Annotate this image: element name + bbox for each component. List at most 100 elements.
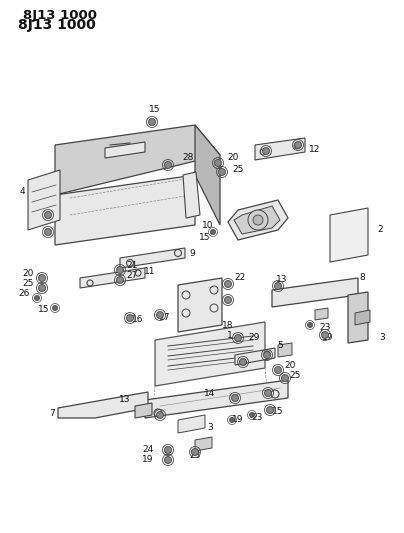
Text: 25: 25 [22,279,34,288]
Circle shape [44,212,51,219]
Circle shape [240,359,246,366]
Text: 18: 18 [222,321,234,330]
Circle shape [263,351,271,359]
Polygon shape [55,125,220,195]
Polygon shape [348,292,368,343]
Circle shape [225,280,231,287]
Circle shape [44,229,51,236]
Text: 22: 22 [234,272,246,281]
Text: 27: 27 [126,271,138,279]
Circle shape [267,407,274,414]
Text: 17: 17 [159,313,171,322]
Circle shape [231,394,238,401]
Text: 3: 3 [207,424,213,432]
Circle shape [215,159,221,166]
Polygon shape [135,403,152,418]
Circle shape [274,282,282,289]
Text: 2: 2 [377,225,383,235]
Text: 4: 4 [19,188,25,197]
Polygon shape [255,138,305,160]
Text: 8: 8 [359,273,365,282]
Text: 15: 15 [149,106,161,115]
Text: 3: 3 [379,334,385,343]
Polygon shape [80,268,145,288]
Circle shape [126,314,133,321]
Text: 20: 20 [227,154,239,163]
Polygon shape [183,172,200,218]
Circle shape [156,311,164,319]
Polygon shape [272,278,358,307]
Text: 9: 9 [189,248,195,257]
Text: 13: 13 [276,276,288,285]
Text: 1: 1 [227,332,233,341]
Text: 15: 15 [38,305,50,314]
Text: 16: 16 [132,316,144,325]
Text: 20: 20 [284,360,296,369]
Text: 19: 19 [232,416,244,424]
Polygon shape [195,437,212,451]
Circle shape [116,266,124,273]
Circle shape [295,141,301,149]
Text: 24: 24 [142,446,154,455]
Circle shape [164,456,172,464]
Circle shape [282,375,288,382]
Circle shape [149,118,156,125]
Polygon shape [105,142,145,158]
Circle shape [210,230,215,235]
Text: 29: 29 [248,333,260,342]
Text: 10: 10 [202,221,214,230]
Circle shape [265,390,271,397]
Circle shape [307,322,313,327]
Polygon shape [178,278,222,332]
Text: 23: 23 [319,324,331,333]
Polygon shape [278,343,292,357]
Text: 11: 11 [144,268,156,277]
Polygon shape [228,200,288,240]
Circle shape [248,210,268,230]
Text: 15: 15 [199,233,211,243]
Text: 23: 23 [251,414,263,423]
Text: 28: 28 [182,154,194,163]
Text: 21: 21 [126,261,138,270]
Text: 19: 19 [322,334,334,343]
Polygon shape [235,348,275,365]
Polygon shape [120,248,185,268]
Circle shape [116,277,124,284]
Text: 25: 25 [232,166,244,174]
Text: 8J13 1000: 8J13 1000 [23,9,97,21]
Polygon shape [55,175,195,245]
Text: 7: 7 [49,409,55,418]
Polygon shape [145,380,288,418]
Circle shape [234,335,242,342]
Circle shape [250,413,255,417]
Circle shape [38,285,46,292]
Polygon shape [155,322,265,386]
Polygon shape [178,415,205,433]
Circle shape [225,296,231,303]
Text: 5: 5 [277,342,283,351]
Polygon shape [28,170,60,230]
Text: 26: 26 [18,289,29,298]
Polygon shape [234,206,280,234]
Circle shape [53,305,57,311]
Circle shape [38,274,46,281]
Circle shape [229,417,234,423]
Polygon shape [355,310,370,325]
Circle shape [191,448,198,456]
Polygon shape [58,392,148,418]
Text: 12: 12 [309,146,321,155]
Text: 14: 14 [204,389,216,398]
Circle shape [156,411,164,418]
Circle shape [219,168,225,175]
Circle shape [253,215,263,225]
Circle shape [263,148,269,155]
Text: 15: 15 [272,408,284,416]
Text: 13: 13 [119,395,131,405]
Circle shape [164,161,172,168]
Text: 25: 25 [289,370,301,379]
Polygon shape [330,208,368,262]
Text: 19: 19 [142,456,154,464]
Text: 23: 23 [189,450,201,459]
Circle shape [322,332,328,338]
Circle shape [164,447,172,454]
